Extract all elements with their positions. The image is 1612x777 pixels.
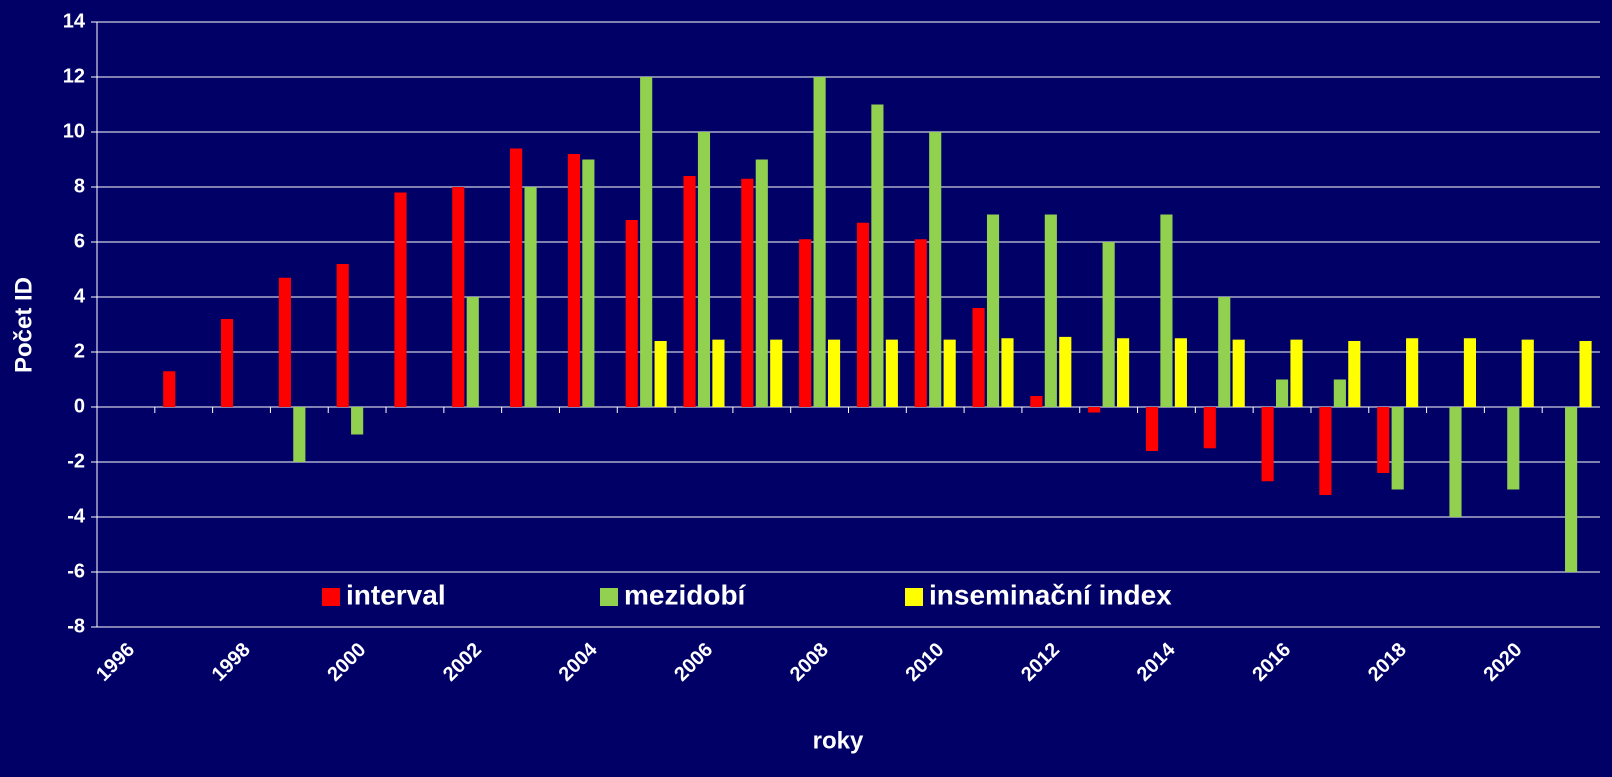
bar [1174,338,1187,407]
bar [755,159,768,407]
x-tick-label: 2010 [901,639,948,686]
legend-label: mezidobí [624,579,747,610]
legend-swatch [600,588,618,606]
bar [827,339,841,407]
bar [1088,407,1101,413]
x-tick-label: 2020 [1480,639,1527,686]
bar [943,339,956,407]
bar [1333,379,1346,407]
y-tick-label: -6 [67,560,85,582]
bar [712,339,725,407]
x-tick-label: 1996 [92,639,139,686]
bar [220,319,234,407]
bar [293,407,306,462]
bar [1145,407,1159,451]
bar [351,407,364,435]
bar [524,187,537,407]
y-tick-label: 12 [63,65,85,87]
bar [1507,407,1520,490]
bar [741,178,754,407]
y-tick-label: 14 [63,10,86,32]
legend-swatch [322,588,340,606]
x-tick-label: 2002 [439,639,486,686]
bar [567,154,580,407]
bar [640,77,653,407]
bar [394,192,407,407]
bar [1261,407,1274,482]
bar [856,222,870,407]
bar [1319,407,1332,495]
bar [1030,396,1043,407]
x-tick-label: 2000 [323,639,370,686]
x-tick-label: 2006 [670,639,717,686]
bar [1406,338,1419,407]
bar [1391,407,1404,490]
bar [1290,339,1303,407]
bar [1218,297,1231,407]
bar [1203,407,1216,449]
bar [510,148,523,407]
bar [1348,341,1361,407]
y-tick-label: -8 [67,615,85,637]
y-tick-label: 6 [74,230,85,252]
x-tick-label: 2016 [1248,639,1295,686]
bar [813,77,826,407]
bar [1102,242,1115,407]
bar [1059,336,1072,407]
legend-label: interval [346,579,446,610]
bar [929,132,942,407]
x-tick-label: 1998 [208,639,255,686]
bar [697,132,711,407]
bar [1044,214,1057,407]
bar [799,239,812,407]
bar [1449,407,1462,517]
bar [1001,338,1014,407]
bar [986,214,1000,407]
bar [914,239,927,407]
bar [1275,379,1289,407]
bar [1463,338,1477,407]
y-tick-label: 4 [74,285,86,307]
bar [1565,407,1578,572]
legend-swatch [905,588,923,606]
bar [163,371,176,407]
bar [1160,214,1173,407]
x-tick-label: 2012 [1017,639,1064,686]
x-tick-label: 2008 [786,639,833,686]
bar [1232,339,1245,407]
x-axis-title: roky [813,727,864,754]
x-tick-label: 2014 [1133,638,1181,686]
y-tick-label: 2 [74,340,85,362]
bar [336,264,349,407]
bar [582,159,595,407]
bar [1377,407,1390,473]
bar [278,277,291,407]
bar [1117,338,1130,407]
x-tick-label: 2018 [1364,639,1411,686]
bar [625,220,638,407]
y-axis-title: Počet ID [10,277,37,373]
bar [654,341,667,407]
bar [885,339,898,407]
bar [452,187,465,407]
y-tick-label: 8 [74,175,85,197]
bar [871,104,884,407]
bar [466,297,479,407]
y-tick-label: 10 [63,120,85,142]
y-tick-label: -4 [67,505,86,527]
bar [683,176,696,407]
bar [972,308,985,407]
y-tick-label: -2 [67,450,85,472]
bar [1579,341,1592,407]
legend-label: inseminační index [929,579,1172,610]
x-tick-label: 2004 [555,638,603,686]
bar [770,339,783,407]
y-tick-label: 0 [74,395,85,417]
bar [1521,339,1534,407]
